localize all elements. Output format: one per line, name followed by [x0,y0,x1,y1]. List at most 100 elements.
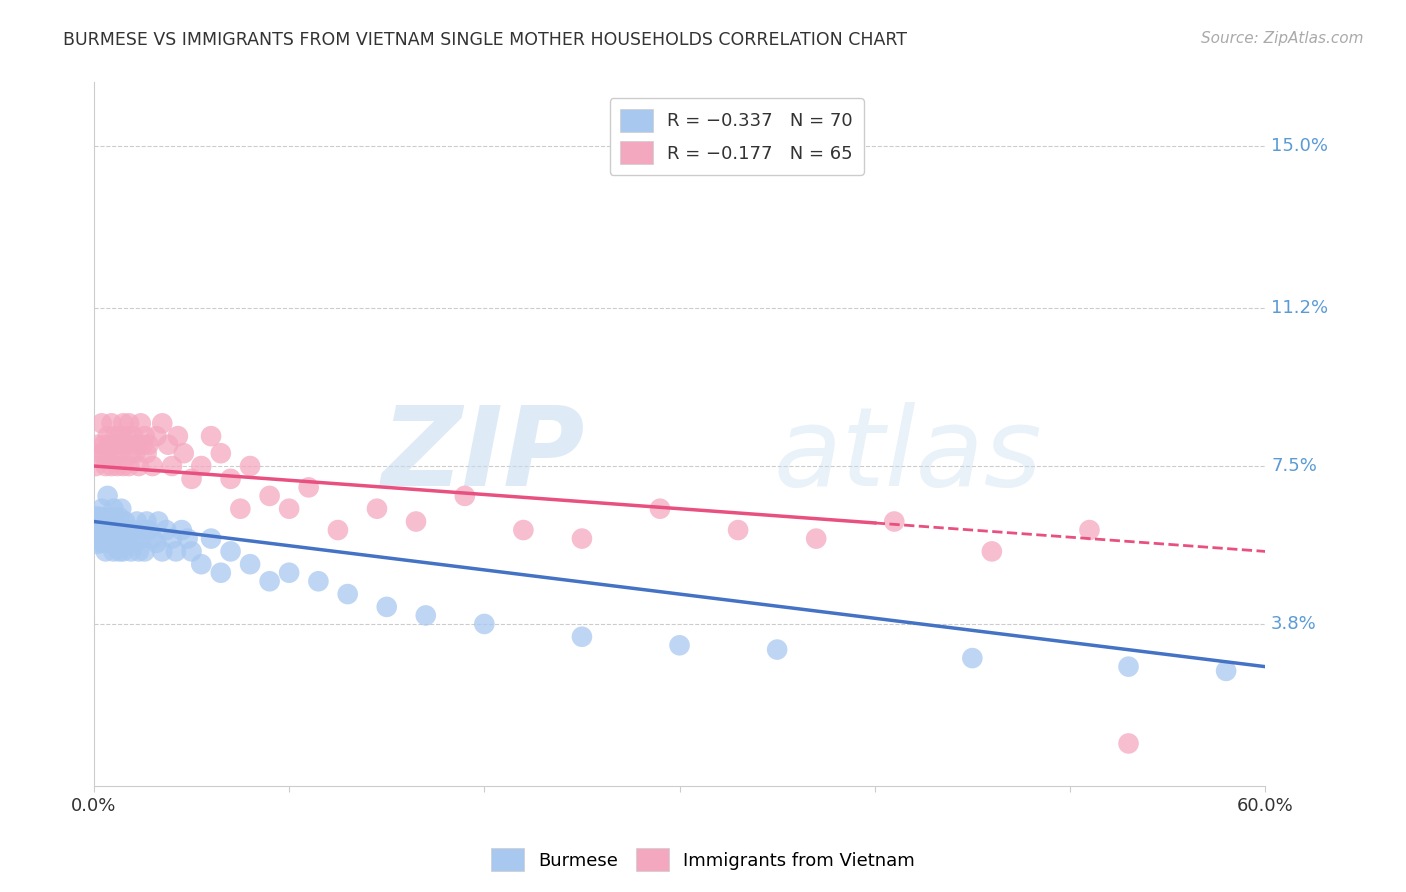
Point [806,532,828,546]
Point [105,458,128,473]
Point [100,458,122,473]
Point [190,458,212,473]
Point [155,523,177,537]
Point [278,501,301,516]
Point [135,515,157,529]
Point [114,515,136,529]
Point [124,536,146,550]
Point [135,446,157,460]
Point [219,544,242,558]
Point [84,523,107,537]
Point [114,438,136,452]
Point [648,501,671,516]
Point [366,501,388,516]
Point [454,489,477,503]
Point [141,458,163,473]
Text: ZIP: ZIP [382,401,586,508]
Point [170,523,193,537]
Point [173,446,195,460]
Point [94,515,117,529]
Point [122,523,145,537]
Point [93,446,115,460]
Point [94,458,117,473]
Point [89,446,111,460]
Point [167,429,190,443]
Point [90,501,112,516]
Point [209,566,232,580]
Point [239,558,262,572]
Point [108,544,131,558]
Point [150,417,173,431]
Legend: Burmese, Immigrants from Vietnam: Burmese, Immigrants from Vietnam [484,841,922,879]
Point [87,532,110,546]
Point [118,417,141,431]
Point [103,446,125,460]
Point [100,532,122,546]
Point [239,458,262,473]
Point [118,458,141,473]
Point [571,630,593,644]
Point [134,429,156,443]
Point [200,429,222,443]
Point [200,532,222,546]
Point [125,438,148,452]
Point [571,532,593,546]
Point [114,532,136,546]
Text: BURMESE VS IMMIGRANTS FROM VIETNAM SINGLE MOTHER HOUSEHOLDS CORRELATION CHART: BURMESE VS IMMIGRANTS FROM VIETNAM SINGL… [63,31,907,49]
Text: Source: ZipAtlas.com: Source: ZipAtlas.com [1201,31,1364,46]
Point [160,532,183,546]
Point [132,438,155,452]
Point [129,417,152,431]
Point [124,446,146,460]
Text: 11.2%: 11.2% [1271,299,1329,318]
Point [97,532,120,546]
Point [112,417,135,431]
Text: 3.8%: 3.8% [1271,615,1317,633]
Point [157,438,180,452]
Point [1118,659,1140,673]
Point [512,523,534,537]
Point [105,523,128,537]
Point [766,642,789,657]
Point [110,532,132,546]
Point [145,429,167,443]
Point [105,438,128,452]
Point [148,515,170,529]
Point [307,574,329,589]
Point [103,438,125,452]
Point [108,446,131,460]
Point [104,515,127,529]
Point [103,501,125,516]
Point [259,489,281,503]
Point [138,438,160,452]
Point [104,429,127,443]
Point [112,544,135,558]
Point [668,638,690,652]
Point [84,458,107,473]
Point [98,523,121,537]
Point [129,532,152,546]
Point [125,515,148,529]
Point [120,544,142,558]
Point [115,429,138,443]
Point [87,515,110,529]
Point [98,438,121,452]
Point [120,446,142,460]
Point [90,536,112,550]
Point [118,532,141,546]
Point [326,523,349,537]
Point [87,438,110,452]
Point [1118,736,1140,750]
Point [190,558,212,572]
Point [145,536,167,550]
Point [97,489,120,503]
Point [150,544,173,558]
Point [472,616,495,631]
Point [727,523,749,537]
Text: 7.5%: 7.5% [1271,457,1317,475]
Point [110,429,132,443]
Point [110,501,132,516]
Point [1215,664,1237,678]
Point [138,523,160,537]
Point [132,523,155,537]
